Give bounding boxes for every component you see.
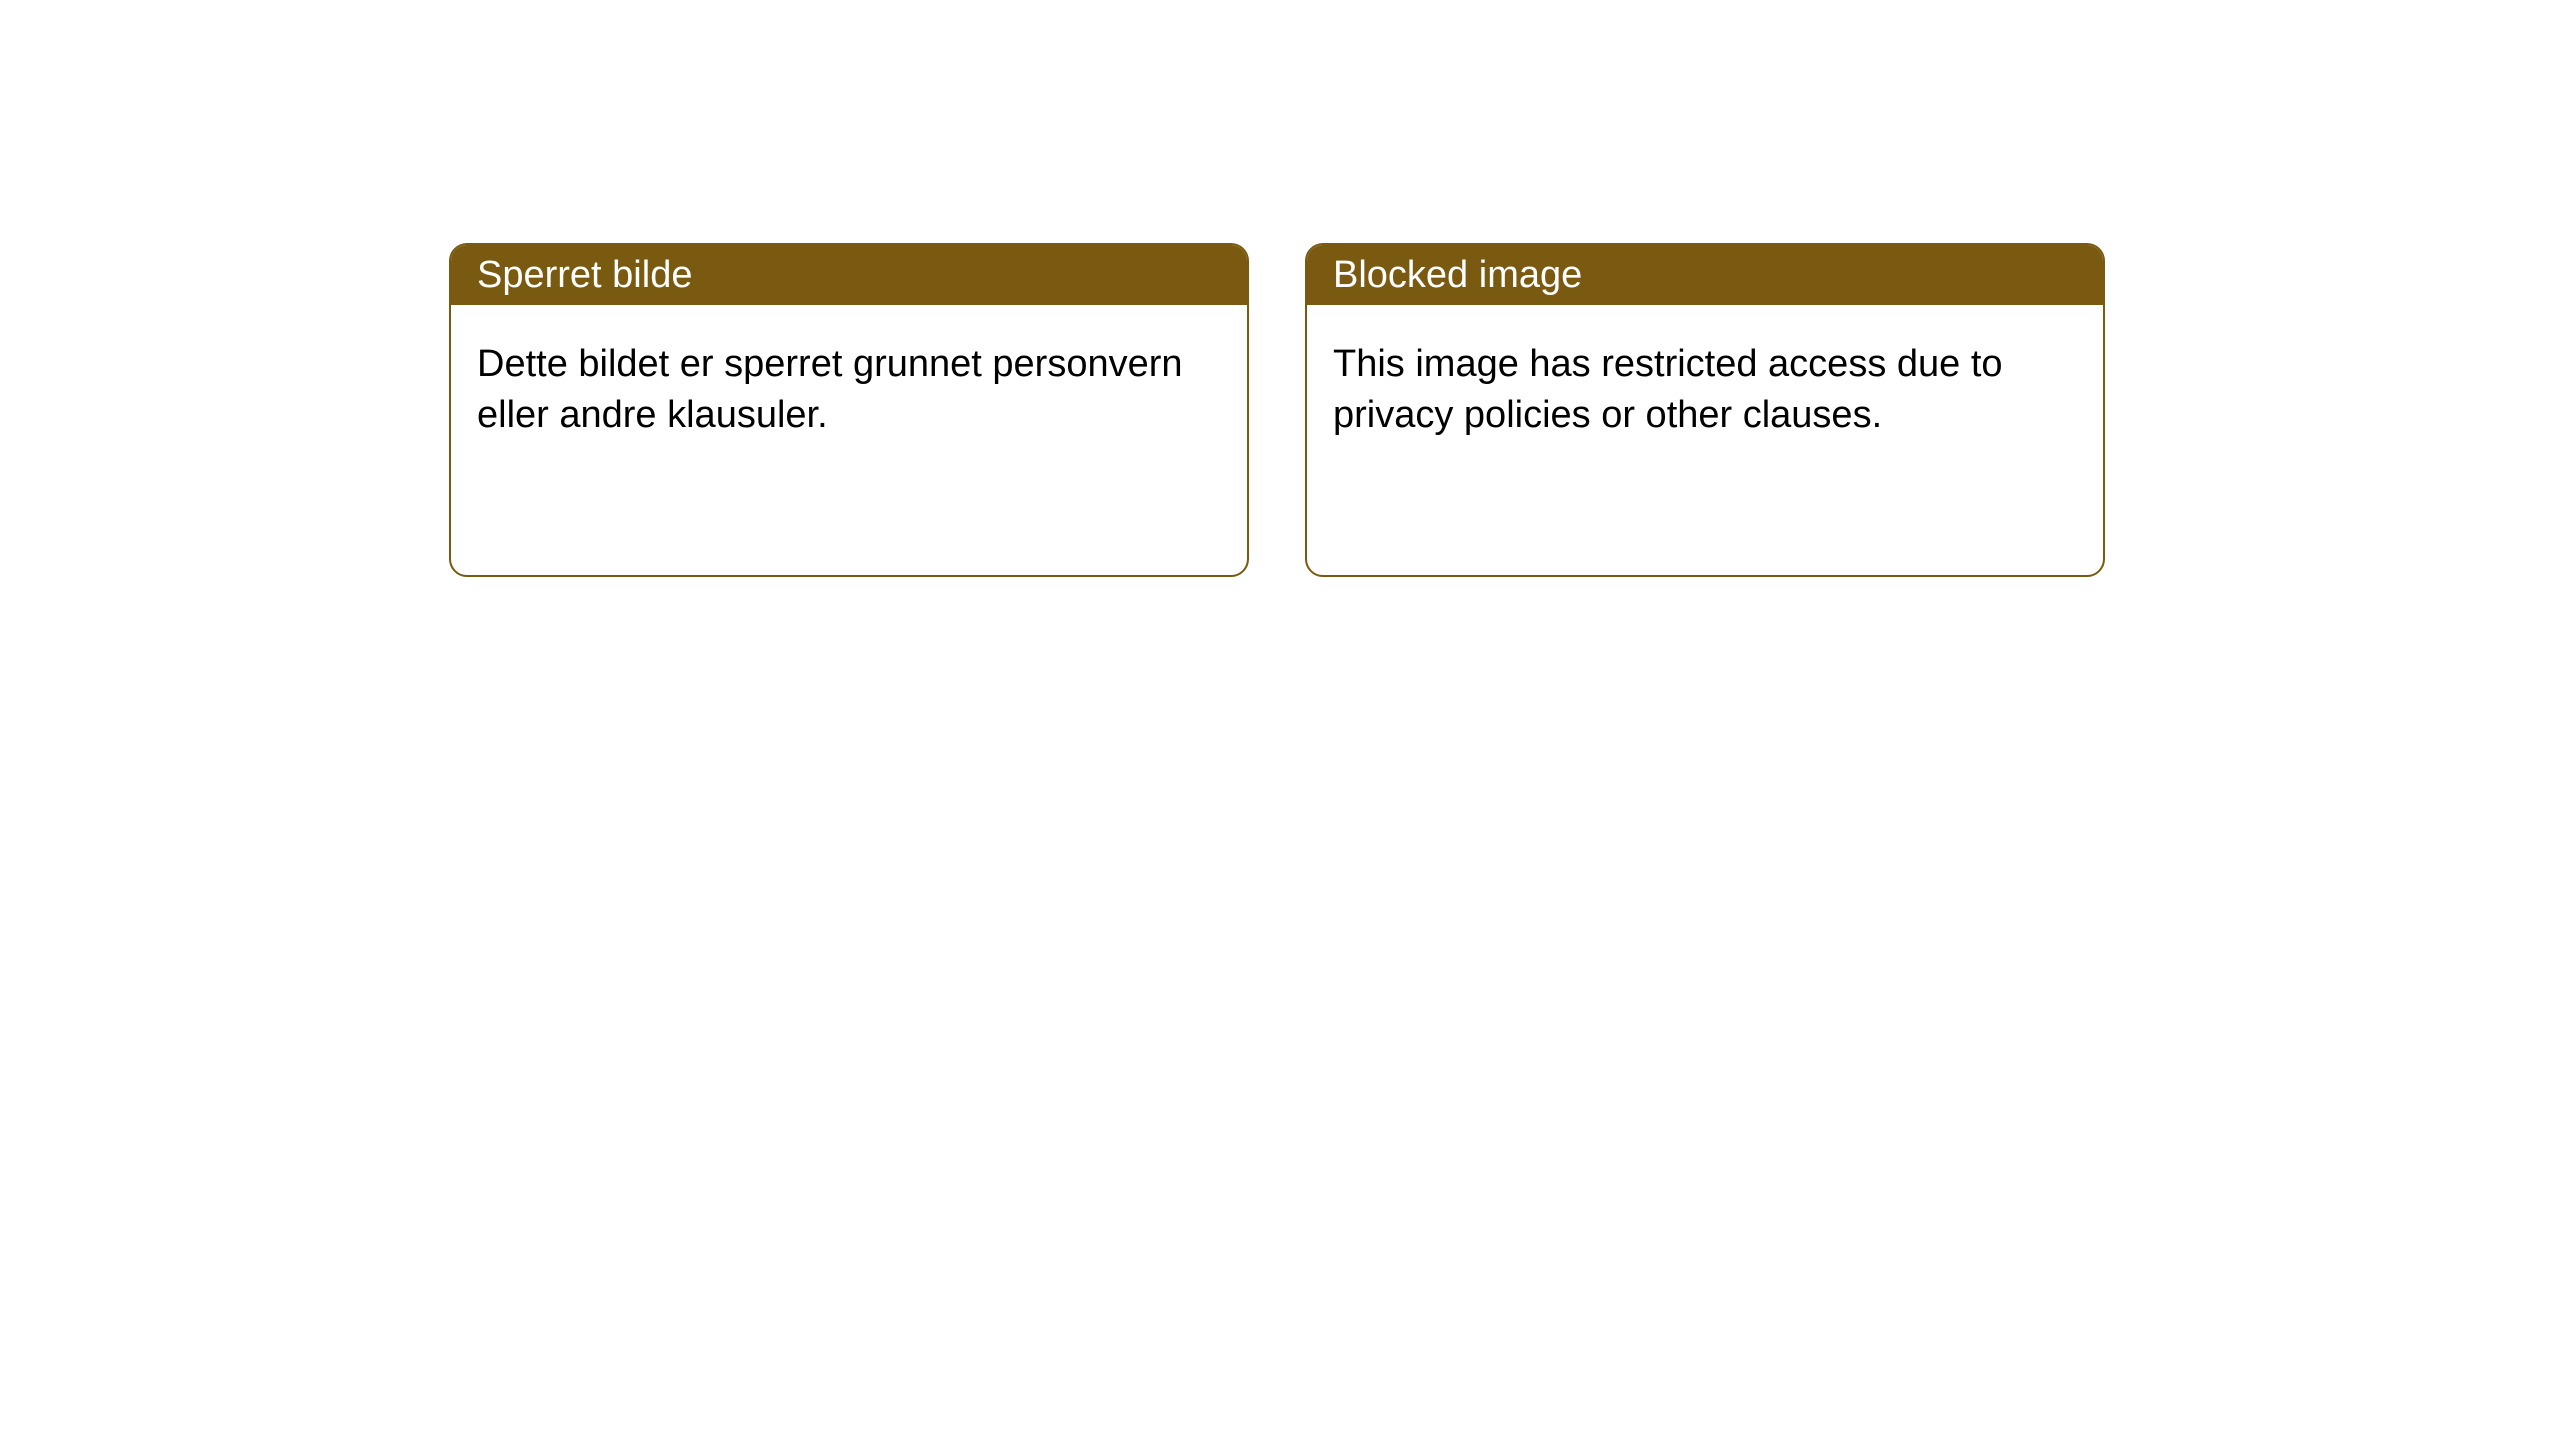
notice-message: Dette bildet er sperret grunnet personve… [477,343,1183,436]
notice-message: This image has restricted access due to … [1333,343,2003,436]
notice-header: Sperret bilde [451,245,1247,305]
notice-title: Blocked image [1333,254,1582,297]
notice-container: Sperret bilde Dette bildet er sperret gr… [0,0,2560,577]
notice-body: Dette bildet er sperret grunnet personve… [451,305,1247,476]
notice-title: Sperret bilde [477,254,692,297]
notice-card-english: Blocked image This image has restricted … [1305,243,2105,577]
notice-card-norwegian: Sperret bilde Dette bildet er sperret gr… [449,243,1249,577]
notice-body: This image has restricted access due to … [1307,305,2103,476]
notice-header: Blocked image [1307,245,2103,305]
